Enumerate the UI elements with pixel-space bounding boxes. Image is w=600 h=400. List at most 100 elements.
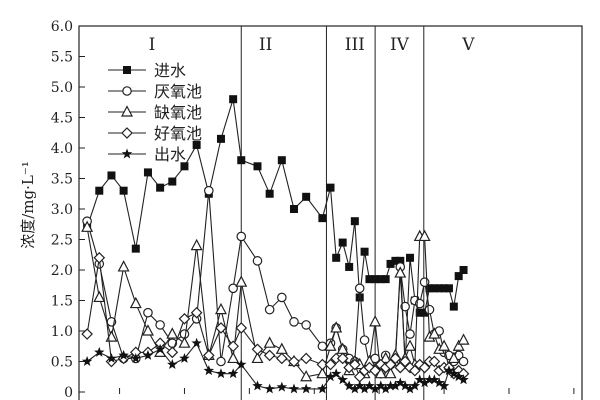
data-point [190,238,203,251]
data-point [457,333,470,345]
legend-marker [123,66,131,74]
data-point [275,352,288,365]
data-point [419,377,430,388]
data-point [419,277,430,287]
series-layer [81,95,470,394]
data-point [326,183,335,192]
data-point [444,284,453,293]
period-label: II [259,35,272,55]
data-point [369,383,381,394]
data-point [143,307,153,318]
data-point [288,383,300,394]
period-label: IV [390,35,410,55]
data-point [318,214,327,223]
data-point [438,380,450,391]
data-point [263,349,276,362]
data-point [190,306,203,319]
y-axis-label: 浓度/mg·L⁻¹ [19,161,37,249]
data-point [106,352,117,363]
data-point [458,356,469,367]
data-point [380,383,391,394]
data-point [330,321,343,333]
data-point [369,315,382,327]
data-point [300,369,313,382]
data-point [204,185,214,196]
data-point [395,377,406,388]
data-point [354,380,365,391]
y-tick-label: 0 [64,385,73,400]
data-point [354,283,365,294]
data-point [448,368,460,379]
series-4 [81,251,470,383]
y-tick-label: 1.0 [51,324,73,340]
data-point [228,283,238,294]
data-point [131,244,140,253]
data-point [167,359,178,369]
data-point [277,156,286,165]
data-point [420,308,429,317]
data-point [105,355,118,368]
data-point [336,352,349,365]
data-point [350,217,359,226]
data-point [359,335,370,345]
data-point [288,355,300,368]
y-axis: 0 0.5 1.0 1.5 2.0 2.5 3.0 3.5 4.0 4.5 5.0 5.5 6.0 [51,19,85,400]
data-point [324,358,337,371]
data-point [180,162,189,171]
data-point [229,95,238,104]
plot-frame [78,25,583,400]
data-point [289,317,299,327]
data-point [399,380,411,391]
data-point [300,352,313,365]
data-point [424,374,435,385]
data-point [202,349,215,362]
data-point [409,380,421,391]
data-point [214,302,227,315]
data-point [179,352,190,363]
plot-border [78,25,583,400]
legend-label: 好氧池 [154,124,202,143]
data-point [192,140,201,149]
data-point [394,266,407,278]
data-point [424,304,435,315]
data-point [359,383,370,394]
data-point [95,186,104,195]
data-point [263,336,276,348]
data-point [338,238,347,247]
data-point [345,262,354,271]
data-point [440,284,449,293]
data-point [253,162,262,171]
data-point [337,374,348,385]
data-point [302,192,311,201]
data-point [389,352,402,365]
data-point [449,302,458,311]
data-point [237,156,246,165]
data-point [384,358,397,371]
data-point [81,328,93,340]
series-5 [81,337,469,394]
data-point [324,339,337,351]
data-point [275,342,288,354]
data-point [178,336,191,348]
data-point [227,351,240,364]
data-point [371,275,380,284]
data-point [375,380,387,391]
data-point [418,361,431,374]
data-point [227,340,239,353]
legend-marker [121,105,133,117]
y-tick-label: 3.5 [51,172,73,188]
data-point [93,290,106,303]
data-point [394,361,407,374]
y-tick-label: 2.5 [51,233,73,249]
data-point [316,358,329,371]
data-point [236,231,247,242]
legend-label: 进水 [154,61,186,80]
data-point [365,275,374,284]
series-line [86,99,465,365]
data-point [391,256,400,265]
data-point [428,355,441,368]
data-point [216,356,226,367]
data-point [458,374,469,385]
data-point [155,320,165,330]
data-point [369,364,381,377]
